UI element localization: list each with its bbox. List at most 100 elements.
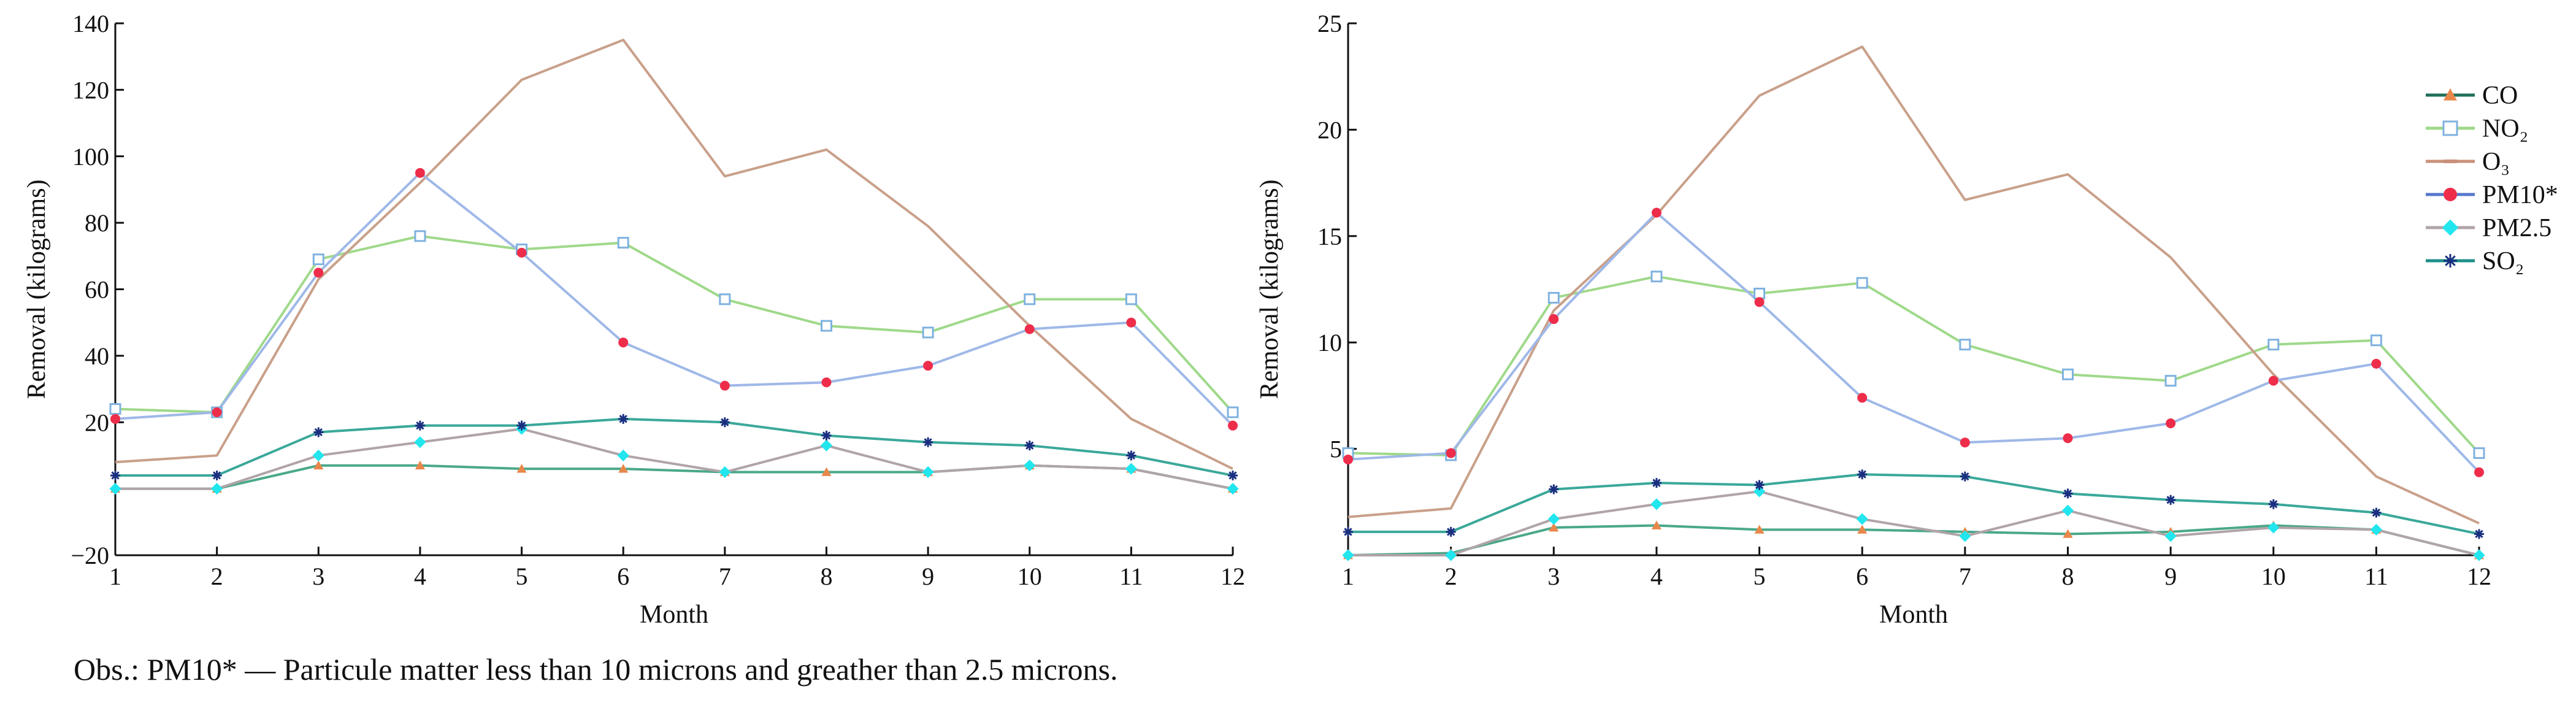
y-tick-label: 140 [72, 10, 109, 37]
legend-marker-pm10 [2444, 188, 2457, 201]
x-tick-label: 12 [2467, 563, 2491, 590]
data-point-pm10 [2474, 467, 2484, 477]
data-point-so2 [212, 470, 222, 480]
x-tick-label: 8 [820, 563, 832, 590]
data-point-no2 [1227, 406, 1239, 418]
data-point-pm10 [618, 337, 629, 348]
data-point-pm10 [2063, 433, 2073, 444]
legend-marker-co [2444, 88, 2457, 101]
data-point-so2 [1754, 480, 1765, 490]
data-point-pm10 [821, 377, 832, 388]
series-line-co [115, 464, 1233, 490]
data-point-so2 [110, 470, 120, 480]
x-tick-label: 9 [2164, 563, 2177, 590]
data-point-pm2-5 [109, 483, 121, 495]
data-point-so2 [1857, 469, 1868, 480]
data-point-pm2-5 [1856, 513, 1868, 525]
legend-label: PM2.5 [2482, 214, 2551, 242]
data-point-pm2-5 [1547, 513, 1560, 525]
data-point-no2 [1125, 293, 1137, 306]
data-point-pm10 [1960, 437, 1970, 448]
data-point-pm2-5 [2267, 521, 2280, 534]
y-tick-label: 10 [1317, 329, 1342, 356]
series-line-so2 [115, 417, 1233, 477]
data-point-so2 [1343, 526, 1353, 537]
y-tick-label: −20 [71, 542, 109, 569]
data-point-pm2-5 [922, 466, 934, 479]
data-point-so2 [2268, 499, 2279, 509]
x-axis-title: Month [1879, 601, 1948, 629]
data-point-pm10 [1651, 207, 1662, 218]
x-tick-label: 5 [1754, 563, 1766, 590]
y-tick-label: 25 [1317, 10, 1342, 37]
data-point-pm10 [1857, 393, 1868, 403]
series-line-so2 [1348, 473, 2480, 536]
data-point-no2 [1024, 293, 1036, 306]
x-tick-label: 12 [1221, 563, 1245, 590]
data-point-so2 [618, 414, 629, 424]
x-tick-label: 1 [1342, 563, 1354, 590]
data-point-pm10 [313, 267, 324, 278]
data-point-co [1754, 525, 1765, 534]
data-point-so2 [821, 430, 832, 441]
y-tick-label: 20 [1317, 116, 1342, 144]
y-tick-label: 100 [72, 143, 109, 171]
data-point-pm2-5 [1445, 549, 1457, 561]
y-tick-label: 120 [72, 76, 109, 104]
y-tick-label: 80 [85, 209, 109, 237]
data-point-so2 [415, 420, 425, 431]
data-point-pm10 [212, 407, 222, 417]
data-point-no2 [1547, 291, 1560, 304]
data-point-so2 [2474, 529, 2484, 539]
data-point-no2 [922, 326, 934, 339]
data-point-so2 [1126, 450, 1137, 461]
data-point-no2 [1959, 339, 1971, 351]
x-tick-label: 7 [719, 563, 731, 590]
data-point-pm2-5 [1650, 498, 1663, 510]
x-tick-label: 5 [516, 563, 528, 590]
data-point-pm2-5 [211, 483, 223, 495]
x-tick-label: 3 [312, 563, 324, 590]
data-point-no2 [414, 230, 426, 242]
data-point-pm2-5 [312, 449, 324, 462]
data-point-pm10 [1446, 448, 1456, 458]
data-point-so2 [2371, 507, 2382, 518]
legend-label: O₃ [2482, 148, 2510, 176]
data-point-so2 [1446, 526, 1456, 537]
x-tick-label: 11 [1119, 563, 1143, 590]
data-point-pm2-5 [2164, 530, 2177, 542]
y-axis-title: Removal (kilograms) [23, 179, 51, 399]
x-tick-label: 6 [1856, 563, 1868, 590]
legend-marker-o [2444, 160, 2457, 163]
data-point-pm10 [1343, 454, 1353, 464]
data-point-so2 [313, 427, 324, 437]
x-tick-label: 4 [414, 563, 426, 590]
data-point-no2 [2370, 334, 2382, 347]
x-tick-label: 3 [1547, 563, 1560, 590]
data-point-pm2-5 [2370, 523, 2382, 536]
data-point-so2 [1651, 478, 1662, 488]
data-point-so2 [719, 417, 730, 428]
series-line-pm10 [115, 171, 1234, 427]
data-point-no2 [2267, 339, 2280, 351]
data-point-pm10 [1228, 420, 1238, 431]
data-point-co [1857, 525, 1868, 534]
data-point-so2 [2063, 488, 2073, 499]
data-point-pm10 [1024, 324, 1035, 334]
x-tick-label: 4 [1650, 563, 1663, 590]
y-tick-label: 40 [85, 342, 109, 370]
y-tick-label: 15 [1317, 223, 1342, 250]
x-tick-label: 11 [2364, 563, 2388, 590]
data-point-pm10 [1126, 317, 1137, 328]
data-point-pm2-5 [1959, 530, 1971, 542]
data-point-no2 [2061, 368, 2074, 380]
series-line-pm2-5 [115, 428, 1233, 490]
data-point-pm2-5 [1227, 483, 1239, 495]
data-point-pm10 [2268, 375, 2279, 386]
series-line-pm2-5 [1348, 490, 2480, 556]
data-point-so2 [2166, 494, 2176, 505]
data-point-pm2-5 [1024, 460, 1036, 472]
data-point-no2 [2164, 375, 2177, 387]
y-tick-label: 5 [1330, 436, 1342, 463]
x-tick-label: 7 [1959, 563, 1971, 590]
